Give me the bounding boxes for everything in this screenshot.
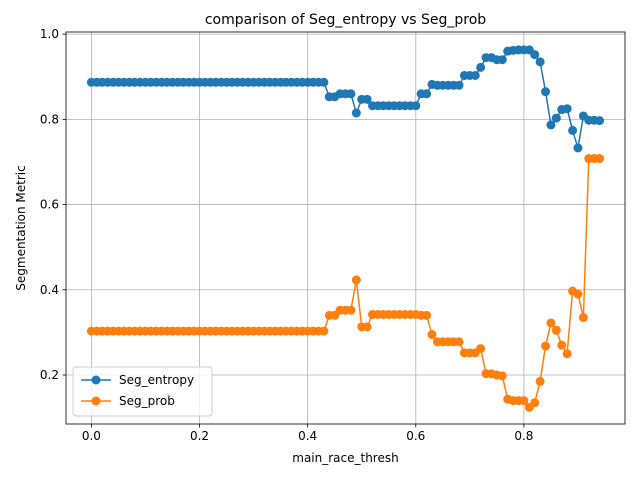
data-point-seg-entropy	[562, 104, 572, 114]
y-axis-title: Segmentation Metric	[14, 165, 28, 290]
series-seg-prob	[86, 154, 605, 412]
data-point-seg-prob	[541, 341, 551, 351]
data-point-seg-entropy	[530, 50, 540, 60]
x-tick-label: 0.8	[514, 429, 533, 443]
data-point-seg-entropy	[497, 55, 507, 65]
y-tick-label: 1.0	[40, 27, 59, 41]
data-point-seg-prob	[578, 312, 588, 322]
data-point-seg-prob	[319, 326, 329, 336]
x-tick-label: 0.0	[82, 429, 101, 443]
data-point-seg-prob	[557, 340, 567, 350]
grid-lines	[66, 32, 625, 424]
data-point-seg-entropy	[319, 77, 329, 87]
data-point-seg-entropy	[595, 116, 605, 126]
x-tick-label: 0.6	[406, 429, 425, 443]
data-point-seg-entropy	[470, 70, 480, 80]
legend-marker-seg-entropy	[91, 375, 101, 385]
y-tick-label: 0.2	[40, 368, 59, 382]
x-tick-label: 0.2	[190, 429, 209, 443]
data-point-seg-prob	[551, 325, 561, 335]
data-point-seg-entropy	[551, 113, 561, 123]
data-point-seg-entropy	[568, 125, 578, 135]
series-group	[86, 45, 605, 412]
data-point-seg-entropy	[573, 143, 583, 153]
y-tick-label: 0.6	[40, 198, 59, 212]
data-point-seg-prob	[530, 398, 540, 408]
data-point-seg-prob	[427, 330, 437, 340]
data-point-seg-prob	[497, 371, 507, 381]
axis-ticks: 0.0 0.2 0.4 0.6 0.8 0.2 0.4 0.6 0.8 1.0	[40, 27, 534, 443]
data-point-seg-entropy	[476, 62, 486, 72]
plot-frame	[65, 31, 626, 425]
data-point-seg-prob	[573, 289, 583, 299]
legend-label-seg-prob: Seg_prob	[119, 394, 175, 408]
data-point-seg-prob	[351, 275, 361, 285]
data-point-seg-entropy	[535, 57, 545, 67]
data-point-seg-entropy	[422, 89, 432, 99]
data-point-seg-prob	[422, 310, 432, 320]
y-tick-label: 0.8	[40, 112, 59, 126]
data-point-seg-entropy	[454, 80, 464, 90]
data-point-seg-prob	[546, 318, 556, 328]
chart-title: comparison of Seg_entropy vs Seg_prob	[205, 12, 486, 28]
data-point-seg-prob	[595, 154, 605, 164]
legend: Seg_entropy Seg_prob	[72, 366, 213, 417]
legend-marker-seg-prob	[91, 396, 101, 406]
data-point-seg-entropy	[346, 89, 356, 99]
data-point-seg-entropy	[541, 87, 551, 97]
x-axis-title: main_race_thresh	[292, 451, 398, 465]
data-point-seg-prob	[454, 337, 464, 347]
data-point-seg-prob	[562, 349, 572, 359]
legend-label-seg-entropy: Seg_entropy	[119, 373, 194, 387]
data-point-seg-entropy	[546, 120, 556, 130]
data-point-seg-entropy	[411, 101, 421, 111]
data-point-seg-prob	[519, 396, 529, 406]
data-point-seg-entropy	[351, 108, 361, 118]
y-tick-label: 0.4	[40, 283, 59, 297]
data-point-seg-entropy	[362, 94, 372, 104]
data-point-seg-prob	[535, 376, 545, 386]
data-point-seg-prob	[346, 305, 356, 315]
x-tick-label: 0.4	[298, 429, 317, 443]
series-seg-entropy	[86, 45, 605, 153]
data-point-seg-prob	[476, 344, 486, 354]
data-point-seg-prob	[362, 322, 372, 332]
